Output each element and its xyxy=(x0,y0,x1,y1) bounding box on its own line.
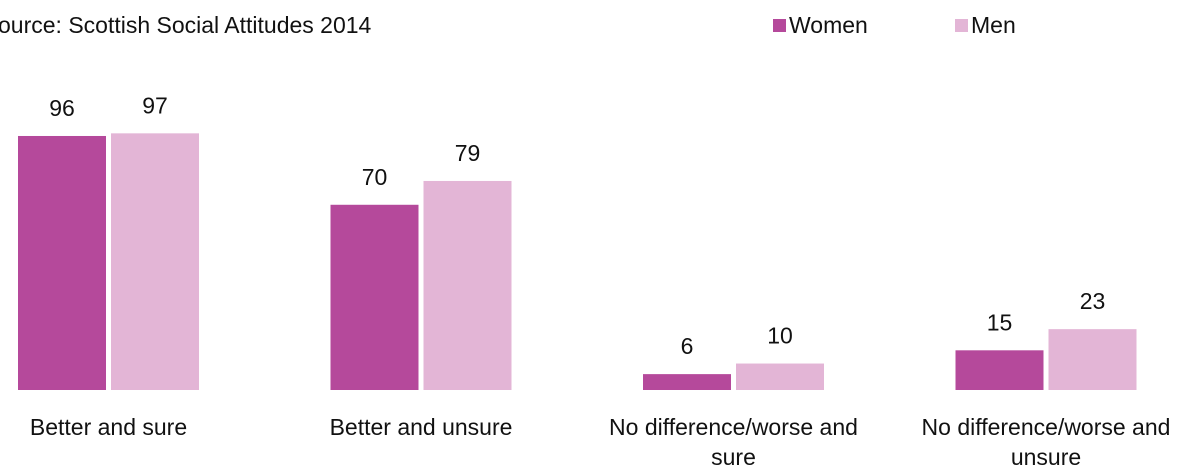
value-label: 97 xyxy=(142,92,168,118)
legend-swatch xyxy=(773,19,786,32)
category-label: Better and sure xyxy=(29,414,188,440)
bar xyxy=(330,204,419,390)
bar xyxy=(736,363,824,390)
value-label: 15 xyxy=(987,309,1013,335)
bar xyxy=(18,135,106,390)
bar xyxy=(423,180,512,390)
bar xyxy=(111,133,199,390)
bar xyxy=(643,374,731,390)
value-label: 10 xyxy=(767,323,793,349)
legend-swatch xyxy=(955,19,968,32)
value-label: 79 xyxy=(455,140,481,166)
value-label: 70 xyxy=(362,164,388,190)
source-note: ource: Scottish Social Attitudes 2014 xyxy=(0,12,372,38)
legend-label: Men xyxy=(971,12,1016,38)
category-label: Better and unsure xyxy=(329,414,513,440)
value-label: 96 xyxy=(49,95,75,121)
value-label: 23 xyxy=(1080,288,1106,314)
bar xyxy=(1048,329,1137,390)
bar xyxy=(955,350,1044,390)
legend-label: Women xyxy=(789,12,868,38)
category-label: No difference/worse and unsure xyxy=(921,414,1171,470)
value-label: 6 xyxy=(681,333,694,359)
category-label: No difference/worse and sure xyxy=(609,414,858,470)
